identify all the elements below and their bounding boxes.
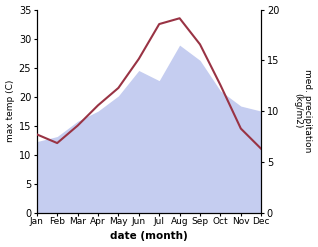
Y-axis label: max temp (C): max temp (C) xyxy=(5,80,15,142)
X-axis label: date (month): date (month) xyxy=(110,231,188,242)
Y-axis label: med. precipitation
(kg/m2): med. precipitation (kg/m2) xyxy=(293,69,313,153)
